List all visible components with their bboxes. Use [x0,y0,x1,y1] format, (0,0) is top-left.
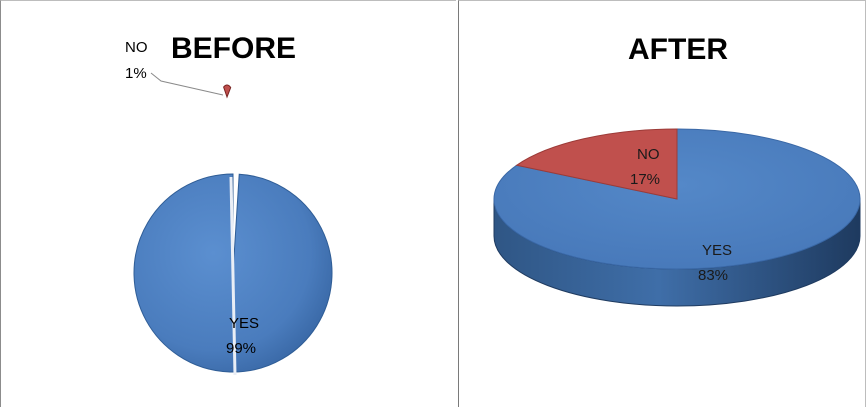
before-yes-label-value: 99% [226,340,256,357]
before-slices [133,84,333,376]
before-no-label-value: 1% [125,65,147,82]
after-chart-title: AFTER [628,33,728,66]
after-no-label-name: NO [637,146,660,163]
after-no-label-value: 17% [630,171,660,188]
before-chart-title: BEFORE [171,32,296,65]
after-yes-label-name: YES [702,242,732,259]
after-no-slice [515,128,678,200]
before-no-leader-line [150,72,224,96]
before-slice-gap [229,176,237,376]
after-yes-label-value: 83% [698,267,728,284]
before-yes-label-name: YES [229,315,259,332]
after-chart-panel: AFTER NO 17% YES 83% [458,0,866,407]
before-no-label-name: NO [125,39,148,56]
before-chart-panel: BEFORE NO 1% YES 99% [0,0,456,407]
after-pie-chart: AFTER NO 17% YES 83% [493,33,861,307]
before-pie-chart: BEFORE NO 1% YES 99% [125,32,333,376]
before-no-slice [223,84,232,99]
after-slices [493,128,861,307]
